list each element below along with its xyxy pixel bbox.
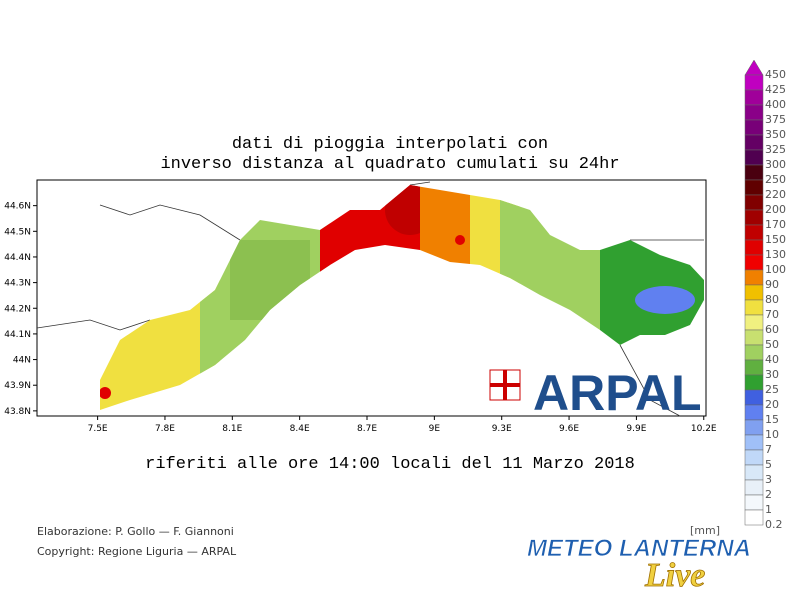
- y-tick-label: 44.6N: [4, 202, 31, 212]
- colorbar-label: 220: [765, 188, 786, 201]
- colorbar-units: [mm]: [690, 524, 720, 537]
- colorbar-swatch: [744, 209, 764, 226]
- colorbar-label: 350: [765, 128, 786, 141]
- colorbar-label: 20: [765, 398, 779, 411]
- colorbar-label: 25: [765, 383, 779, 396]
- colorbar-label: 450: [765, 68, 786, 81]
- colorbar-label: 100: [765, 263, 786, 276]
- colorbar-swatch: [744, 254, 764, 271]
- x-tick-label: 9E: [429, 424, 441, 434]
- colorbar-swatch: [744, 329, 764, 346]
- colorbar-label: 15: [765, 413, 779, 426]
- x-tick-label: 8.4E: [290, 424, 310, 434]
- colorbar-swatch: [744, 344, 764, 361]
- x-tick-label: 9.9E: [626, 424, 646, 434]
- colorbar-swatch: [744, 149, 764, 166]
- colorbar-swatch: [744, 404, 764, 421]
- colorbar-swatch: [744, 74, 764, 91]
- colorbar-label: 0.2: [765, 518, 783, 531]
- colorbar-swatch: [744, 224, 764, 241]
- colorbar-label: 150: [765, 233, 786, 246]
- colorbar-swatch: [744, 434, 764, 451]
- colorbar-label: 3: [765, 473, 772, 486]
- y-tick-label: 44.3N: [4, 279, 31, 289]
- colorbar-label: 2: [765, 488, 772, 501]
- colorbar-swatch: [744, 464, 764, 481]
- colorbar-swatch: [744, 179, 764, 196]
- colorbar-label: 70: [765, 308, 779, 321]
- live-logo: Live: [644, 557, 705, 594]
- colorbar-label: 170: [765, 218, 786, 231]
- colorbar-label: 30: [765, 368, 779, 381]
- colorbar-label: 200: [765, 203, 786, 216]
- y-tick-label: 43.9N: [4, 381, 31, 391]
- y-tick-label: 43.8N: [4, 407, 31, 417]
- colorbar-label: 80: [765, 293, 779, 306]
- y-tick-label: 44.5N: [4, 227, 31, 237]
- colorbar-swatch: [744, 194, 764, 211]
- colorbar-swatch: [744, 479, 764, 496]
- subtitle: riferiti alle ore 14:00 locali del 11 Ma…: [145, 455, 635, 474]
- colorbar-label: 300: [765, 158, 786, 171]
- x-tick-label: 8.7E: [357, 424, 377, 434]
- x-tick-label: 8.1E: [222, 424, 242, 434]
- arpal-text: ARPAL: [533, 365, 702, 421]
- credit: Copyright: Regione Liguria — ARPAL: [37, 545, 237, 558]
- colorbar-swatch: [744, 269, 764, 286]
- colorbar-swatch: [744, 419, 764, 436]
- colorbar-swatch: [744, 389, 764, 406]
- map-frame: [36, 179, 707, 417]
- colorbar-label: 40: [765, 353, 779, 366]
- x-tick-label: 9.3E: [492, 424, 512, 434]
- colorbar-label: 250: [765, 173, 786, 186]
- colorbar-label: 425: [765, 83, 786, 96]
- y-tick-label: 44.4N: [4, 253, 31, 263]
- x-tick-label: 7.8E: [155, 424, 175, 434]
- y-tick-label: 44.1N: [4, 330, 31, 340]
- title-line: dati di pioggia interpolati con: [232, 135, 548, 154]
- colorbar-swatch: [744, 449, 764, 466]
- y-tick-label: 44.2N: [4, 304, 31, 314]
- x-tick-label: 7.5E: [88, 424, 108, 434]
- colorbar-swatch: [744, 89, 764, 106]
- colorbar-swatch: [744, 509, 764, 526]
- colorbar-label: 7: [765, 443, 772, 456]
- colorbar-swatch: [744, 494, 764, 511]
- colorbar-swatch: [744, 314, 764, 331]
- credit: Elaborazione: P. Gollo — F. Giannoni: [37, 525, 234, 538]
- colorbar-label: 60: [765, 323, 779, 336]
- x-tick-label: 10.2E: [691, 424, 717, 434]
- colorbar-label: 5: [765, 458, 772, 471]
- colorbar-swatch: [744, 119, 764, 136]
- colorbar-label: 400: [765, 98, 786, 111]
- colorbar-label: 90: [765, 278, 779, 291]
- colorbar-swatch: [744, 134, 764, 151]
- colorbar-label: 50: [765, 338, 779, 351]
- colorbar-label: 130: [765, 248, 786, 261]
- y-tick-label: 44N: [13, 356, 31, 366]
- colorbar-swatch: [744, 164, 764, 181]
- arpal-logo: ARPAL: [489, 365, 702, 421]
- colorbar-swatch: [744, 374, 764, 391]
- colorbar-label: 325: [765, 143, 786, 156]
- colorbar-label: 1: [765, 503, 772, 516]
- colorbar-swatch: [744, 359, 764, 376]
- colorbar-label: 375: [765, 113, 786, 126]
- colorbar-arrow: [744, 59, 764, 76]
- x-tick-label: 9.6E: [559, 424, 579, 434]
- colorbar-swatch: [744, 284, 764, 301]
- colorbar-label: 10: [765, 428, 779, 441]
- lanterna-logo: METEO LANTERNA: [527, 535, 751, 562]
- title-line: inverso distanza al quadrato cumulati su…: [160, 155, 619, 174]
- colorbar-swatch: [744, 104, 764, 121]
- colorbar-swatch: [744, 299, 764, 316]
- colorbar-swatch: [744, 239, 764, 256]
